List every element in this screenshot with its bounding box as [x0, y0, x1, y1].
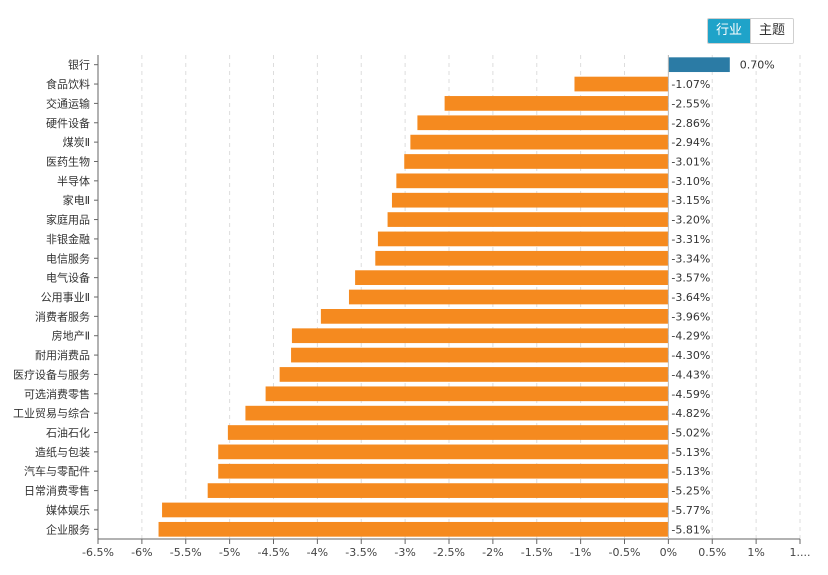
data-label: -4.29% — [671, 330, 710, 343]
category-label: 医疗设备与服务 — [13, 367, 90, 381]
bar — [417, 115, 669, 131]
data-label: 0.70% — [740, 59, 775, 72]
data-label: -5.77% — [671, 504, 710, 517]
category-label: 汽车与零配件 — [24, 464, 90, 478]
x-tick-label: -3.5% — [345, 546, 377, 559]
bar — [291, 328, 669, 344]
category-label: 公用事业Ⅱ — [41, 291, 90, 304]
data-label: -3.34% — [671, 252, 710, 265]
data-label: -5.13% — [671, 465, 710, 478]
bar — [320, 309, 669, 324]
data-label: -5.02% — [671, 427, 710, 440]
x-tick-label: 0.5% — [698, 546, 726, 559]
x-tick-label: -6% — [131, 546, 152, 559]
x-tick-label: -5% — [219, 546, 240, 559]
data-label: -4.59% — [671, 388, 710, 401]
category-label: 造纸与包装 — [35, 445, 90, 459]
bar — [218, 444, 669, 460]
x-tick-label: -6.5% — [82, 546, 114, 559]
x-tick-label: -4.5% — [258, 546, 290, 559]
category-label: 硬件设备 — [46, 116, 90, 130]
bar — [410, 134, 669, 150]
data-label: -5.25% — [671, 485, 710, 498]
x-tick-label: -0.5% — [609, 546, 641, 559]
bar — [375, 250, 669, 266]
category-label: 电信服务 — [46, 252, 90, 265]
x-tick-label: -1.5% — [521, 546, 553, 559]
category-label: 可选消费零售 — [24, 387, 90, 401]
bar — [265, 386, 669, 402]
category-label: 煤炭Ⅱ — [63, 136, 90, 149]
data-label: -3.31% — [671, 233, 710, 246]
theme-tab[interactable]: 主题 — [750, 19, 794, 43]
bar — [387, 212, 669, 227]
category-label: 消费者服务 — [35, 309, 90, 323]
bar — [227, 425, 669, 440]
data-label: -3.57% — [671, 272, 710, 285]
data-label: -4.43% — [671, 368, 710, 381]
category-label: 房地产Ⅱ — [52, 329, 90, 343]
category-label: 非银金融 — [46, 232, 90, 246]
data-label: -2.94% — [671, 136, 710, 149]
bar — [218, 463, 669, 479]
data-label: -5.81% — [671, 523, 710, 536]
category-label: 电气设备 — [46, 271, 90, 285]
category-label: 交通运输 — [46, 96, 90, 110]
category-label: 银行 — [68, 58, 90, 72]
data-label: -2.55% — [671, 97, 710, 110]
bar — [245, 405, 669, 421]
x-tick-label: 1% — [747, 546, 764, 559]
category-label: 媒体娱乐 — [46, 503, 90, 517]
category-toggle: 行业 主题 — [707, 18, 795, 44]
bar — [574, 76, 669, 92]
bar — [444, 96, 669, 111]
data-label: -5.13% — [671, 446, 710, 459]
labels-layer: 银行 0.70% 食品饮料 -1.07% 交通运输 -2.55% 硬件设备 -2.86% 煤炭Ⅱ… — [13, 58, 775, 537]
data-label: -3.64% — [671, 291, 710, 304]
category-label: 医药生物 — [46, 154, 90, 168]
data-label: -4.82% — [671, 407, 710, 420]
data-label: -2.86% — [671, 117, 710, 130]
x-tick-label: -3% — [394, 546, 415, 559]
data-label: -3.10% — [671, 175, 710, 188]
bar — [404, 154, 669, 169]
data-label: -3.20% — [671, 214, 710, 227]
bar — [391, 192, 669, 208]
bar — [377, 231, 669, 247]
x-tick-label: -2% — [482, 546, 503, 559]
category-label: 石油石化 — [46, 426, 90, 440]
category-label: 半导体 — [57, 174, 90, 188]
x-tick-label: -1% — [570, 546, 591, 559]
x-tick-label: -4% — [307, 546, 328, 559]
bar — [348, 289, 669, 305]
industry-tab[interactable]: 行业 — [708, 19, 751, 43]
category-label: 企业服务 — [46, 522, 90, 536]
category-label: 食品饮料 — [46, 77, 90, 91]
category-label: 日常消费零售 — [24, 484, 90, 498]
bar — [162, 502, 669, 518]
data-label: -1.07% — [671, 78, 710, 91]
category-label: 工业贸易与综合 — [13, 406, 90, 420]
x-tick-label: -2.5% — [433, 546, 465, 559]
bar — [207, 483, 669, 498]
data-label: -3.96% — [671, 310, 710, 323]
x-tick-label: 1.... — [790, 546, 811, 559]
bar — [396, 173, 669, 189]
bar — [355, 270, 669, 285]
data-label: -3.01% — [671, 155, 710, 168]
bars-layer — [158, 57, 730, 537]
x-tick-label: 0% — [660, 546, 677, 559]
data-label: -3.15% — [671, 194, 710, 207]
bar — [158, 521, 669, 537]
category-label: 家庭用品 — [46, 213, 90, 227]
data-label: -4.30% — [671, 349, 710, 362]
category-label: 耐用消费品 — [35, 348, 90, 362]
x-tick-label: -5.5% — [170, 546, 202, 559]
bar — [279, 367, 669, 382]
bar — [668, 57, 730, 73]
axis-layer: -6.5% -6% -5.5% -5% -4.5% -4% -3.5% -3% -2.5% -2%… — [82, 55, 811, 559]
bar — [291, 347, 669, 363]
category-label: 家电Ⅱ — [63, 193, 90, 207]
